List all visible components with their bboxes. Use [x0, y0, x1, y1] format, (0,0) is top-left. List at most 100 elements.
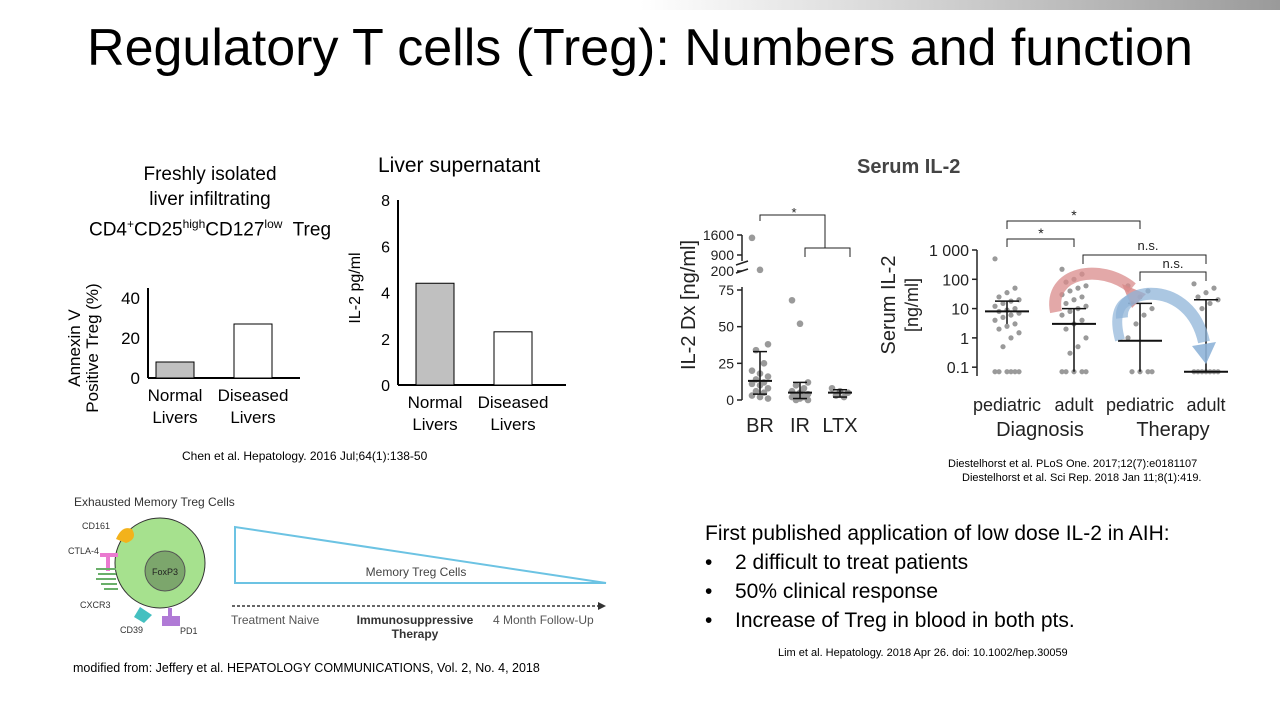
y-tick-label: 75 [718, 282, 734, 298]
bar [415, 282, 455, 386]
serum-title: Serum IL-2 [857, 156, 961, 178]
timeline-therapy: Therapy [392, 627, 439, 641]
sig-bracket [1006, 238, 1075, 247]
data-point-pediatric-diagnosis [1004, 369, 1010, 375]
data-point-pediatric-diagnosis [1016, 369, 1022, 375]
annexin-chart: Annexin V Positive Treg (%) 0 20 40 Normal L… [65, 283, 300, 427]
cd39-receptor [134, 607, 152, 623]
group-label: Diagnosis [996, 419, 1084, 441]
y-tick-label: 10 [951, 302, 969, 319]
data-point [828, 384, 836, 392]
y-tick-label: 100 [942, 272, 969, 289]
x-tick-label: adult [1054, 395, 1093, 415]
data-point-pediatric-diagnosis [1008, 312, 1014, 318]
serum-ylabel-1: Serum IL-2 [878, 256, 900, 355]
diagram-title: Exhausted Memory Treg Cells [74, 495, 235, 509]
annexin-header-line1: Freshly isolated [143, 164, 277, 185]
data-point-adult-therapy [1195, 294, 1201, 300]
blue-arrowhead [1192, 342, 1216, 364]
blue-curved-arrow [1115, 287, 1210, 344]
data-point-pediatric-therapy [1145, 369, 1151, 375]
data-point-adult-diagnosis [1059, 369, 1065, 375]
data-point-adult-diagnosis [1063, 326, 1069, 332]
data-point-pediatric-therapy [1129, 369, 1135, 375]
data-point [804, 379, 812, 386]
bar [155, 361, 195, 379]
data-point-adult-diagnosis [1063, 369, 1069, 375]
data-point-pediatric-diagnosis [992, 256, 998, 262]
serum-ylabel-2: [ng/ml] [902, 278, 922, 332]
annexin-ylabel-2: Positive Treg (%) [83, 283, 102, 412]
data-point-pediatric-diagnosis [996, 294, 1002, 300]
data-point-adult-diagnosis [1067, 288, 1073, 294]
top-gradient-bar [640, 0, 1280, 10]
sig-bracket [1006, 220, 1141, 229]
data-point-pediatric-diagnosis [996, 326, 1002, 332]
y-tick-label: 0.1 [947, 360, 969, 377]
x-tick-label: BR [746, 415, 774, 437]
data-point-pediatric-diagnosis [996, 369, 1002, 375]
marker-cd161: CD161 [82, 521, 110, 531]
memory-treg-wedge [234, 525, 607, 584]
bullet-text: 2 difficult to treat patients [735, 551, 969, 574]
bar [233, 323, 273, 379]
sig-label: * [1071, 207, 1077, 223]
data-point [764, 395, 772, 402]
marker-pd1: PD1 [180, 626, 198, 636]
data-point [764, 373, 772, 380]
data-point-pediatric-therapy [1133, 321, 1139, 327]
data-point [748, 392, 756, 399]
bullet-text: Increase of Treg in blood in both pts. [735, 609, 1075, 632]
marker-ctla4: CTLA-4 [68, 546, 99, 556]
citation-diestelhorst-1: Diestelhorst et al. PLoS One. 2017;12(7)… [948, 458, 1198, 470]
x-tick-label: adult [1186, 395, 1225, 415]
supernatant-ylabel: IL-2 pg/ml [347, 252, 364, 323]
red-curved-arrow [1049, 267, 1136, 314]
annexin-header: Freshly isolated liver infiltrating CD4+… [60, 162, 360, 242]
annexin-ylabel-1: Annexin V [65, 309, 84, 387]
data-point [796, 320, 804, 328]
x-tick-label: Livers [490, 415, 535, 434]
cxcr3-receptor [96, 568, 118, 590]
timeline-immuno: Immunosuppressive [357, 613, 474, 627]
data-point-pediatric-diagnosis [1004, 323, 1010, 329]
data-point-adult-diagnosis [1059, 266, 1065, 272]
data-point-pediatric-diagnosis [1004, 290, 1010, 296]
sig-bracket [759, 214, 826, 248]
annexin-header-marker: CD4+CD25highCD127low Treg [88, 217, 332, 241]
data-point [756, 266, 764, 274]
data-point-pediatric-diagnosis [992, 369, 998, 375]
timeline-naive: Treatment Naive [231, 613, 320, 627]
axis-break-mark [735, 260, 749, 266]
data-point-pediatric-therapy [1149, 305, 1155, 312]
sig-label: * [1038, 225, 1044, 241]
y-tick-label: 2 [381, 332, 390, 349]
x-tick-label: pediatric [1106, 395, 1174, 415]
data-point-pediatric-diagnosis [1000, 300, 1006, 307]
data-point-pediatric-diagnosis [1000, 344, 1006, 350]
data-point-adult-diagnosis [1079, 317, 1085, 323]
data-point-adult-diagnosis [1083, 283, 1089, 289]
timeline-followup: 4 Month Follow-Up [493, 613, 594, 627]
sig-label: n.s. [1163, 256, 1184, 271]
y-tick-label: 6 [381, 239, 390, 256]
data-point-pediatric-diagnosis [1008, 369, 1014, 375]
sig-bracket [1082, 254, 1207, 264]
data-point [792, 382, 800, 389]
x-tick-label: IR [790, 415, 810, 437]
treg-cell: FoxP3 [96, 517, 206, 626]
data-point [800, 384, 808, 392]
data-point-adult-diagnosis [1083, 369, 1089, 375]
data-point-pediatric-therapy [1149, 369, 1155, 375]
y-tick-label: 25 [718, 355, 734, 371]
data-point-pediatric-diagnosis [1012, 321, 1018, 327]
y-tick-label: 0 [381, 378, 390, 395]
bullet-text: 50% clinical response [735, 580, 939, 603]
data-point-adult-diagnosis [1083, 335, 1089, 341]
data-point-adult-therapy [1191, 281, 1197, 287]
sig-bracket [1139, 271, 1207, 281]
y-tick-label: 20 [121, 329, 140, 348]
x-tick-label: Livers [230, 408, 275, 427]
data-point-pediatric-diagnosis [1012, 369, 1018, 375]
